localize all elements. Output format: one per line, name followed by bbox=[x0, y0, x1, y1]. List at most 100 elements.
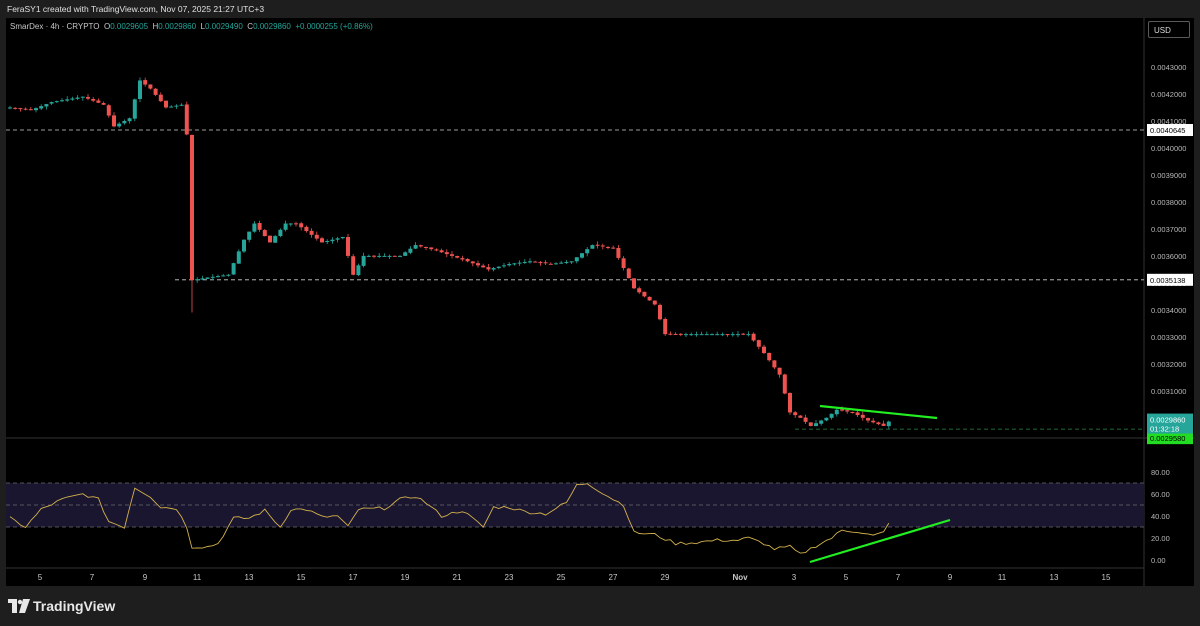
level-price-label: 0.0029580 bbox=[1150, 434, 1185, 443]
candle-body bbox=[793, 412, 798, 416]
date-tick-label: 5 bbox=[844, 573, 849, 582]
candle-body bbox=[174, 105, 179, 107]
candle-body bbox=[845, 410, 850, 412]
candle-body bbox=[626, 268, 631, 279]
candle-body bbox=[502, 265, 506, 267]
candle-body bbox=[70, 98, 75, 100]
candle-body bbox=[278, 229, 283, 236]
countdown-label: 01:32:18 bbox=[1150, 425, 1179, 434]
candle-body bbox=[621, 258, 626, 269]
candle-body bbox=[559, 262, 564, 264]
candle-body bbox=[148, 84, 153, 89]
candle-body bbox=[351, 256, 356, 275]
legend-symbol: SmarDex · 4h · CRYPTO bbox=[10, 22, 100, 31]
candle-body bbox=[720, 334, 725, 336]
candle-body bbox=[538, 262, 543, 264]
candle-body bbox=[320, 238, 324, 243]
candle-body bbox=[741, 333, 746, 335]
candle-body bbox=[746, 334, 751, 336]
candle-body bbox=[595, 244, 600, 246]
candle-body bbox=[216, 276, 220, 278]
date-tick-label: 25 bbox=[557, 573, 566, 582]
level-price-badge bbox=[1147, 273, 1193, 286]
candle-body bbox=[44, 104, 49, 107]
date-tick-label: 7 bbox=[90, 573, 95, 582]
legend-change: +0.0000255 (+0.86%) bbox=[295, 22, 373, 31]
candle-body bbox=[346, 237, 350, 256]
candle-body bbox=[782, 374, 787, 394]
candle-body bbox=[231, 263, 236, 275]
candle-body bbox=[694, 334, 699, 336]
date-tick-label: 15 bbox=[1102, 573, 1111, 582]
candle-body bbox=[652, 300, 657, 305]
candle-body bbox=[767, 352, 772, 361]
currency-button[interactable]: USD bbox=[1148, 21, 1190, 38]
level-price-badge bbox=[1147, 432, 1193, 445]
price-tick-label: 0.0032000 bbox=[1151, 360, 1186, 369]
candle-body bbox=[658, 304, 662, 320]
legend-high-label: H bbox=[152, 22, 159, 31]
candle-body bbox=[840, 409, 844, 411]
candle-body bbox=[699, 334, 704, 336]
candle-body bbox=[808, 422, 813, 426]
candle-body bbox=[195, 279, 200, 281]
candle-body bbox=[481, 265, 486, 268]
candle-body bbox=[777, 367, 782, 375]
date-tick-label: 23 bbox=[505, 573, 514, 582]
candle-body bbox=[75, 97, 80, 99]
candle-body bbox=[221, 275, 226, 277]
candle-body bbox=[476, 263, 480, 266]
candle-body bbox=[450, 254, 454, 256]
candle-body bbox=[590, 245, 595, 249]
price-tick-label: 0.0043000 bbox=[1151, 63, 1186, 72]
price-tick-label: 0.0042000 bbox=[1151, 90, 1186, 99]
candle-body bbox=[429, 247, 434, 250]
candle-body bbox=[309, 230, 314, 235]
candle-body bbox=[8, 107, 12, 109]
legend-high: 0.0029860 bbox=[158, 22, 197, 31]
candle-body bbox=[252, 223, 257, 232]
candle-body bbox=[543, 262, 548, 264]
candle-body bbox=[460, 258, 465, 260]
candle-body bbox=[574, 257, 579, 262]
candle-body bbox=[756, 340, 761, 347]
candle-body bbox=[465, 258, 470, 262]
price-tick-label: 0.0037000 bbox=[1151, 225, 1186, 234]
candle-body bbox=[554, 263, 558, 265]
candle-body bbox=[408, 248, 413, 253]
candle-body bbox=[299, 223, 304, 228]
legend-close-label: C bbox=[247, 22, 254, 31]
candle-body bbox=[23, 108, 28, 110]
top-bar: FeraSY1 created with TradingView.com, No… bbox=[0, 0, 1200, 18]
candle-body bbox=[153, 88, 158, 95]
candle-body bbox=[522, 261, 527, 263]
date-tick-label: 5 bbox=[38, 573, 43, 582]
candle-body bbox=[606, 246, 610, 248]
candle-body bbox=[772, 360, 777, 368]
candle-body bbox=[668, 333, 673, 335]
date-tick-label: 19 bbox=[401, 573, 410, 582]
candle-body bbox=[444, 252, 449, 255]
candle-body bbox=[819, 420, 824, 424]
rsi-tick-label: 40.00 bbox=[1151, 512, 1170, 521]
candle-body bbox=[881, 423, 886, 426]
candle-body bbox=[283, 223, 288, 230]
candle-body bbox=[751, 333, 756, 341]
candle-body bbox=[372, 255, 376, 257]
candle-body bbox=[325, 241, 330, 243]
candle-body bbox=[715, 334, 720, 336]
level-price-badge bbox=[1147, 124, 1193, 137]
candle-body bbox=[382, 255, 387, 257]
date-tick-label: 29 bbox=[661, 573, 670, 582]
candle-body bbox=[814, 423, 818, 427]
candle-body bbox=[96, 100, 101, 103]
candle-body bbox=[642, 291, 647, 297]
candle-body bbox=[533, 261, 538, 263]
legend-low: 0.0029490 bbox=[205, 22, 243, 31]
candle-body bbox=[762, 346, 766, 354]
price-trendline bbox=[819, 404, 938, 420]
candle-body bbox=[101, 103, 106, 105]
candle-body bbox=[158, 94, 163, 102]
rsi-line bbox=[9, 483, 890, 554]
